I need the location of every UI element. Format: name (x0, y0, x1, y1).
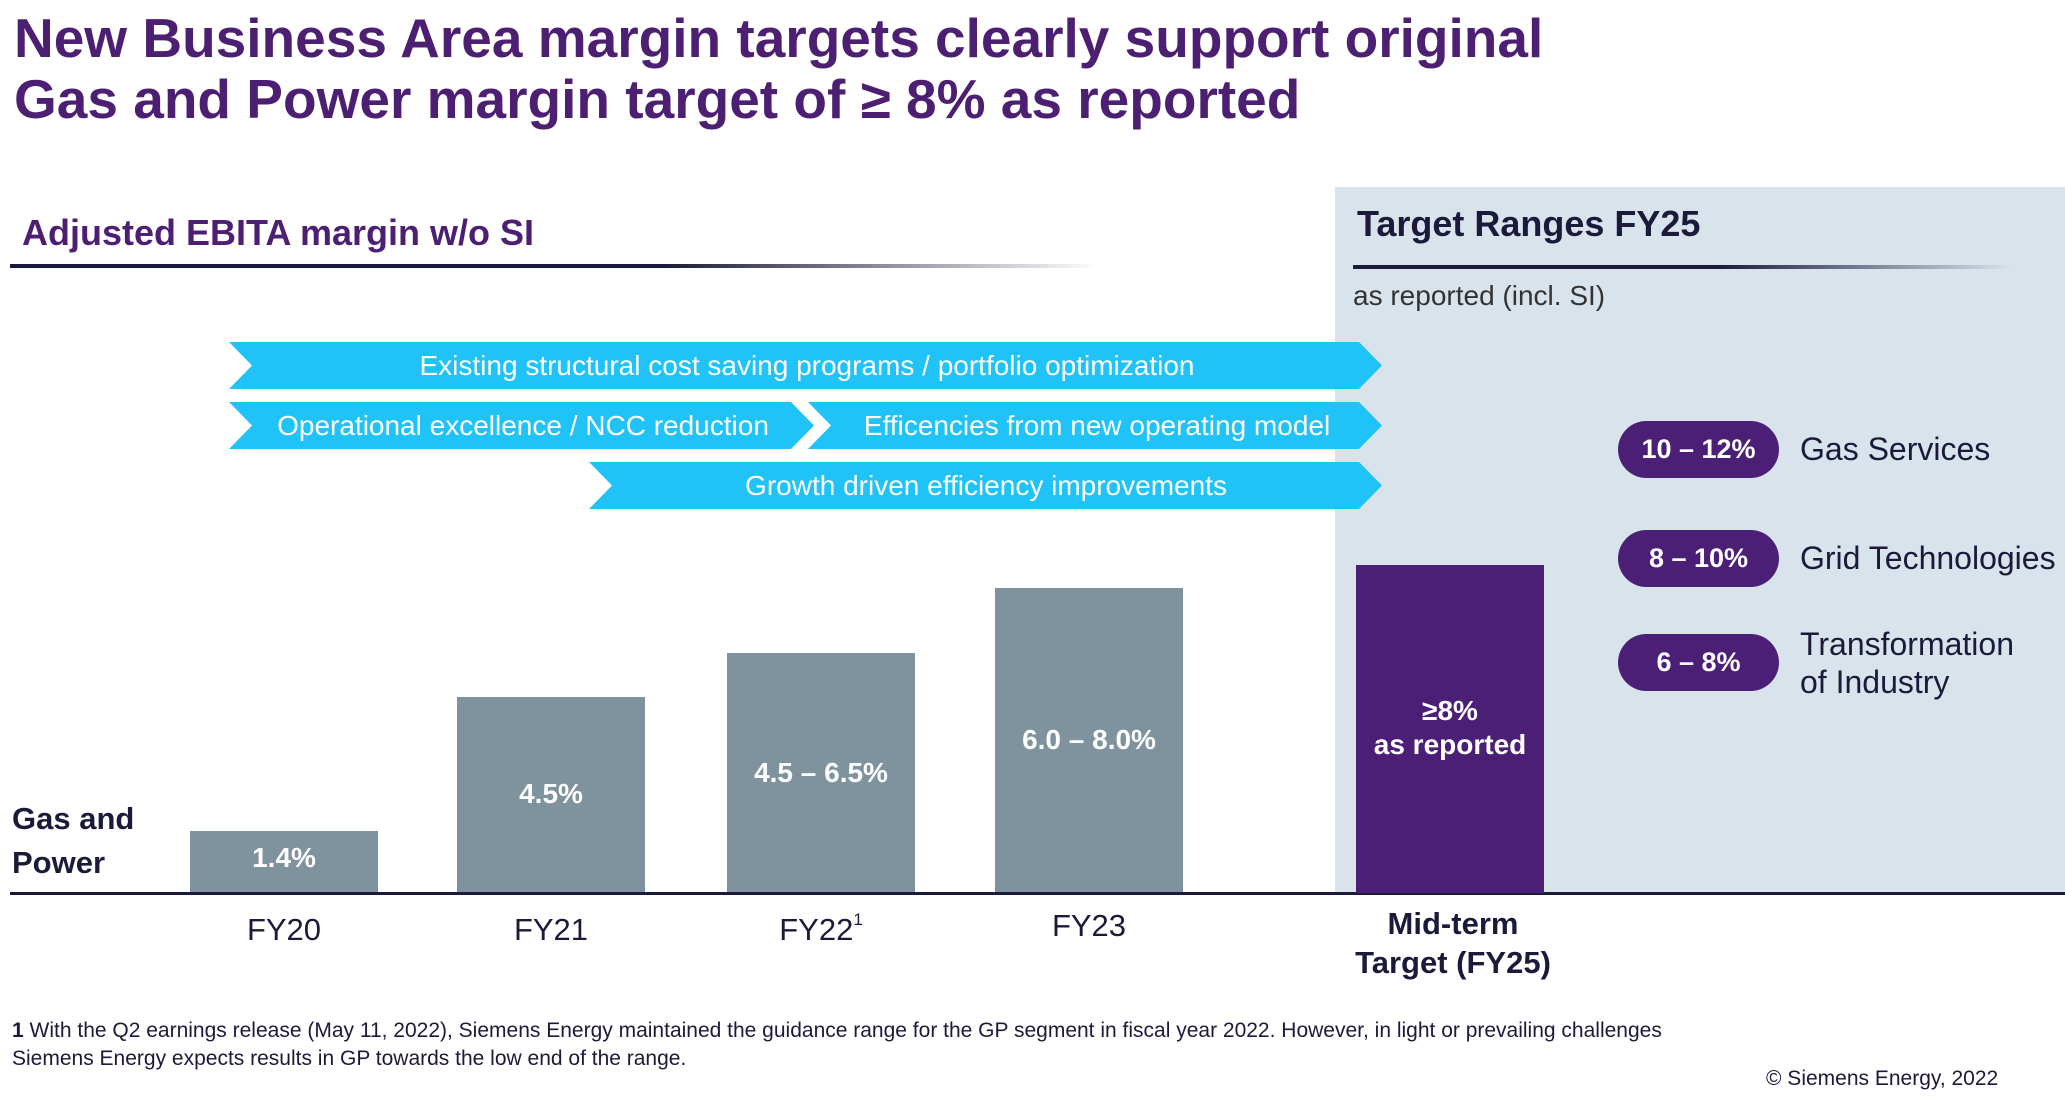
category-label-fy20: FY20 (246, 912, 322, 947)
arrow-label: Existing structural cost saving programs… (419, 349, 1195, 381)
bar-label-mid-term-target: ≥8% as reported (1373, 695, 1527, 760)
category-label-fy21: FY21 (513, 912, 589, 947)
bar-label-fy21: 4.5% (519, 778, 583, 810)
arrow-label: Operational excellence / NCC reduction (277, 409, 769, 441)
footnote-marker: 1 (12, 1019, 24, 1042)
bar-mid-term-target (1356, 565, 1544, 893)
arrow-structural-cost-savings: Existing structural cost saving programs… (229, 342, 1382, 389)
bar-label-fy20: 1.4% (252, 841, 316, 873)
target-ranges-title: Target Ranges FY25 (1357, 203, 1701, 244)
bar-fy23 (995, 588, 1183, 892)
bar-label-fy22: 4.5 – 6.5% (754, 756, 888, 788)
bar-fy21 (457, 696, 645, 892)
arrow-growth-efficiency: Growth driven efficiency improvements (589, 462, 1382, 509)
arrow-operational-excellence: Operational excellence / NCC reduction (229, 402, 814, 449)
copyright: © Siemens Energy, 2022 (1766, 1067, 1999, 1090)
arrow-label: Growth driven efficiency improvements (745, 469, 1227, 501)
segment-label-gas-services: Gas Services (1800, 431, 1991, 467)
range-pill-transformation-of-industry: 6 – 8% (1618, 634, 1779, 691)
arrow-label: Efficencies from new operating model (863, 409, 1331, 441)
target-ranges-underline (1353, 265, 2013, 269)
bar-fy22 (727, 653, 915, 892)
target-ranges-subtitle: as reported (incl. SI) (1353, 280, 1606, 311)
arrow-new-operating-model: Efficencies from new operating model (808, 402, 1382, 449)
footnote: 1 With the Q2 earnings release (May 11, … (12, 1017, 1912, 1073)
x-axis-baseline (10, 892, 2065, 895)
range-pill-gas-services: 10 – 12% (1618, 421, 1779, 478)
category-label-mid-term-target: Mid-term Target (FY25) (1355, 906, 1551, 980)
section-label: Adjusted EBITA margin w/o SI (22, 212, 535, 253)
page-title: New Business Area margin targets clearly… (14, 7, 1544, 130)
range-pill-grid-technologies: 8 – 10% (1618, 530, 1779, 587)
section-underline (10, 264, 1100, 268)
category-label-fy23: FY23 (1051, 908, 1127, 943)
row-label-gas-and-power: Gas and Power (12, 801, 135, 880)
footnote-marker: 1 (853, 910, 863, 929)
category-label-fy22: FY221 (779, 910, 863, 947)
bar-label-fy23: 6.0 – 8.0% (1022, 724, 1156, 756)
bar-fy20 (190, 831, 378, 892)
footnote-text: With the Q2 earnings release (May 11, 20… (12, 1019, 1662, 1070)
segment-label-grid-technologies: Grid Technologies (1800, 540, 2056, 576)
segment-label-transformation-of-industry: Transformation of Industry (1800, 626, 2014, 700)
